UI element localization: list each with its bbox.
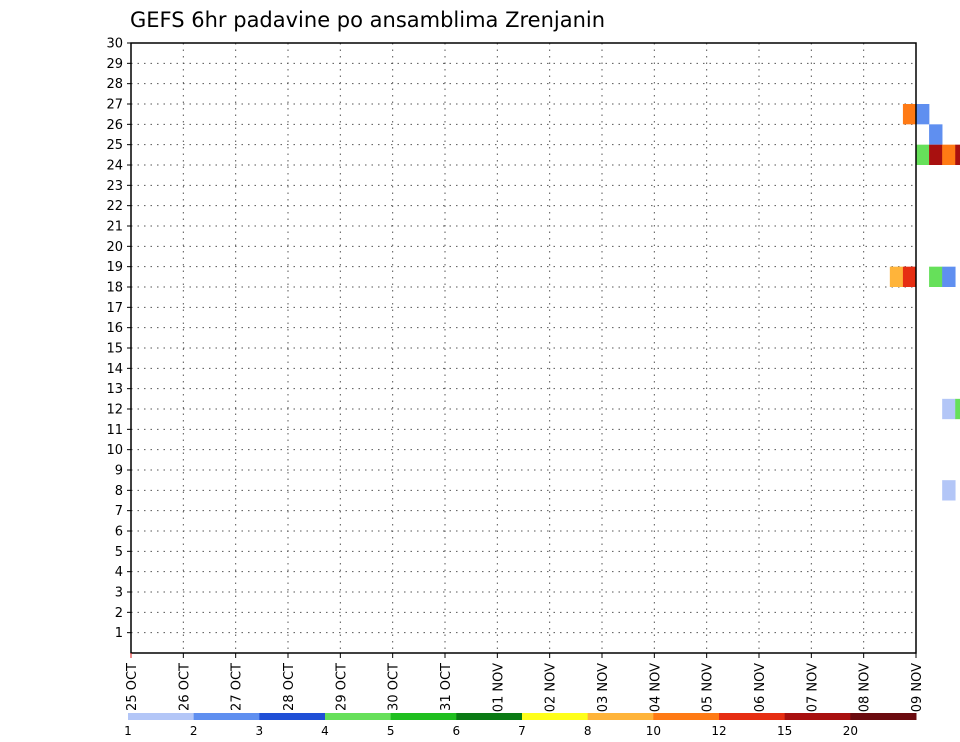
x-axis: 25 OCT 26 OCT 27 OCT 28 OCT 29 OCT 30 OCT 31 O… — [125, 653, 925, 712]
y-tick-label: 30 — [106, 37, 123, 52]
colorbar-label: 5 — [387, 724, 395, 738]
x-tick-label: 25 OCT — [125, 663, 140, 711]
x-tick-label: 01 NOV — [491, 663, 506, 712]
x-tick-label: 09 NOV — [910, 663, 925, 712]
y-tick-label: 17 — [106, 301, 123, 316]
colorbar-segment — [128, 713, 195, 720]
y-tick-label: 28 — [106, 77, 123, 92]
y-axis: 1234567891011121314151617181920212223242… — [106, 37, 131, 641]
y-tick-label: 22 — [106, 199, 123, 214]
colorbar-label: 1 — [124, 724, 132, 738]
y-tick-label: 11 — [106, 423, 123, 438]
colorbar-segment — [456, 713, 523, 720]
precip-cell — [916, 144, 930, 165]
y-tick-label: 23 — [106, 179, 123, 194]
y-tick-label: 26 — [106, 118, 123, 133]
colorbar-label: 8 — [584, 724, 592, 738]
y-tick-label: 8 — [115, 484, 123, 499]
y-tick-label: 15 — [106, 342, 123, 357]
y-tick-label: 18 — [106, 281, 123, 296]
x-tick-label: 29 OCT — [334, 663, 349, 711]
y-tick-label: 19 — [106, 260, 123, 275]
x-tick-label: 07 NOV — [805, 663, 820, 712]
colorbar-segment — [390, 713, 457, 720]
y-tick-label: 5 — [115, 545, 123, 560]
colorbar-segment — [850, 713, 917, 720]
colorbar-segment — [719, 713, 786, 720]
colorbar-label: 6 — [453, 724, 461, 738]
y-tick-label: 21 — [106, 220, 123, 235]
chart-title: GEFS 6hr padavine po ansamblima Zrenjani… — [130, 8, 605, 32]
y-tick-label: 10 — [106, 443, 123, 458]
y-tick-label: 7 — [115, 504, 123, 519]
colorbar-label: 10 — [646, 724, 661, 738]
y-tick-label: 25 — [106, 138, 123, 153]
colorbar-segment — [587, 713, 654, 720]
colorbar-label: 12 — [711, 724, 726, 738]
colorbar-segment — [259, 713, 326, 720]
x-tick-label: 08 NOV — [858, 663, 873, 712]
x-tick-label: 27 OCT — [230, 663, 245, 711]
precip-cell — [916, 104, 930, 125]
grid — [131, 42, 916, 653]
x-tick-label: 31 OCT — [439, 663, 454, 711]
y-tick-label: 1 — [115, 626, 123, 641]
y-tick-label: 16 — [106, 321, 123, 336]
colorbar-segment — [784, 713, 851, 720]
y-tick-label: 3 — [115, 586, 123, 601]
x-tick-label: 03 NOV — [596, 663, 611, 712]
colorbar-label: 7 — [518, 724, 526, 738]
x-tick-label: 30 OCT — [387, 663, 402, 711]
x-tick-label: 05 NOV — [701, 663, 716, 712]
colorbar-segment — [653, 713, 720, 720]
x-tick-label: 06 NOV — [753, 663, 768, 712]
colorbar-segment — [325, 713, 392, 720]
y-tick-label: 6 — [115, 525, 123, 540]
precip-cell — [942, 266, 956, 287]
precip-cell — [902, 104, 917, 125]
colorbar-segment — [193, 713, 260, 720]
precip-cell — [942, 144, 956, 165]
colorbar-label: 2 — [190, 724, 198, 738]
colorbar-label: 3 — [256, 724, 264, 738]
colorbar-label: 15 — [777, 724, 792, 738]
precip-cell — [942, 398, 956, 420]
precip-cell — [955, 144, 960, 165]
precip-cell — [929, 266, 943, 287]
precip-cell — [902, 266, 917, 287]
colorbar: 1 2 3 4 5 6 7 8 10 12 15 20 — [124, 713, 917, 738]
x-tick-label: 04 NOV — [648, 663, 663, 712]
y-tick-label: 9 — [115, 464, 123, 479]
y-tick-label: 24 — [106, 159, 123, 174]
y-tick-label: 12 — [106, 403, 123, 418]
data-cells — [889, 104, 960, 501]
precip-cell — [929, 144, 943, 165]
y-tick-label: 20 — [106, 240, 123, 255]
y-tick-label: 4 — [115, 565, 123, 580]
y-tick-label: 27 — [106, 98, 123, 113]
colorbar-label: 20 — [843, 724, 858, 738]
colorbar-segment — [522, 713, 589, 720]
precip-cell — [955, 398, 960, 420]
x-tick-label: 26 OCT — [177, 663, 192, 711]
precip-cell — [889, 266, 904, 287]
x-tick-label: 02 NOV — [544, 663, 559, 712]
precip-cell — [929, 124, 943, 145]
precip-cell — [942, 480, 956, 501]
y-tick-label: 2 — [115, 606, 123, 621]
x-tick-label: 28 OCT — [282, 663, 297, 711]
y-tick-label: 29 — [106, 57, 123, 72]
y-tick-label: 14 — [106, 362, 123, 377]
y-tick-label: 13 — [106, 382, 123, 397]
colorbar-label: 4 — [321, 724, 329, 738]
